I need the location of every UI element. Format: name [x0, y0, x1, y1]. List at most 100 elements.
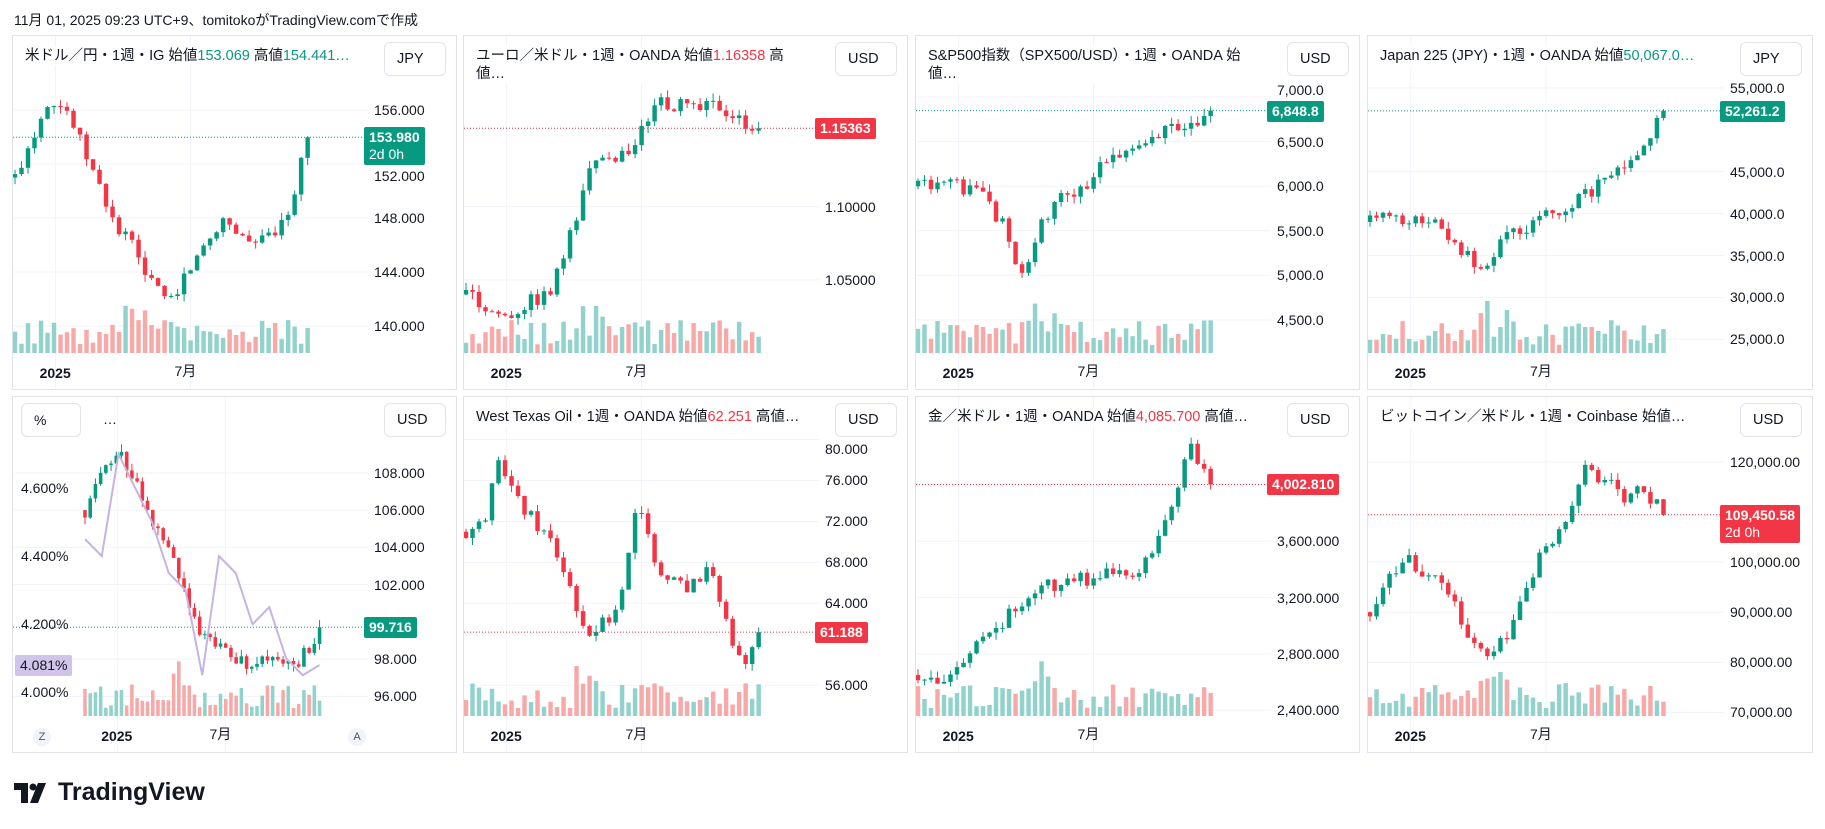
- symbol-legend[interactable]: Japan 225 (JPY)・1週・OANDA 始値50,067.0…: [1378, 46, 1697, 66]
- volume-bar: [587, 335, 592, 353]
- volume-bar: [25, 323, 31, 353]
- candle-body: [51, 106, 57, 108]
- price-chart[interactable]: [916, 397, 1360, 753]
- bar-countdown: 2d 0h: [369, 146, 405, 163]
- volume-bar: [123, 305, 128, 353]
- candle-body: [600, 617, 605, 632]
- volume-bar: [155, 328, 161, 353]
- time-axis-label: 7月: [625, 363, 648, 379]
- chart-panel-wti[interactable]: 61.188 80.000 76.000 72.000 68.000 64.000 56.0…: [463, 396, 908, 753]
- currency-button[interactable]: USD: [835, 403, 897, 437]
- volume-bar: [260, 695, 265, 716]
- legend-text: 高値…: [1200, 409, 1248, 425]
- chart-panel-spx500[interactable]: 6,848.8 7,000.0 6,500.0 6,000.0 5,500.0 5,000…: [915, 35, 1360, 390]
- candle-body: [145, 500, 150, 510]
- volume-bar: [1517, 339, 1523, 353]
- candle-body: [129, 231, 135, 240]
- legend-text: ビットコイン／米ドル・1週・Coinbase 始値…: [1380, 409, 1686, 425]
- price-chart[interactable]: [464, 397, 908, 753]
- candle-body: [155, 278, 161, 286]
- volume-bar: [1208, 693, 1213, 716]
- tradingview-logo[interactable]: TradingView: [14, 778, 205, 807]
- price-axis-tick: 106.000: [374, 502, 425, 519]
- currency-button[interactable]: USD: [835, 42, 897, 76]
- volume-bar: [561, 696, 566, 716]
- percent-scale-button[interactable]: %: [21, 403, 81, 437]
- candle-body: [619, 589, 625, 610]
- volume-bar: [1524, 337, 1529, 353]
- symbol-legend[interactable]: S&P500指数（SPX500/USD）・1週・OANDA 始値…: [926, 46, 1261, 84]
- volume-bar: [1136, 706, 1142, 716]
- auto-scale-button[interactable]: A: [348, 728, 366, 746]
- volume-bar: [1039, 321, 1044, 353]
- candle-body: [652, 105, 657, 122]
- volume-bar: [90, 342, 96, 353]
- legend-text: 高値…: [751, 409, 800, 425]
- currency-button[interactable]: JPY: [1740, 42, 1802, 76]
- chart-panel-gold[interactable]: 4,002.810 3,600.000 3,200.000 2,800.000 2,40…: [915, 396, 1360, 753]
- candle-body: [1393, 215, 1399, 217]
- zoom-reset-button[interactable]: Z: [33, 728, 51, 746]
- candle-body: [19, 167, 24, 175]
- time-axis-label: 2025: [1394, 365, 1426, 381]
- currency-button[interactable]: USD: [1287, 42, 1349, 76]
- volume-bar: [658, 329, 664, 353]
- candle-body: [980, 187, 986, 192]
- candle-body: [483, 520, 488, 522]
- chart-panel-eurusd[interactable]: 1.15363 1.10000 1.05000 2025 7月 ユーロ／米ドル・1週・OA…: [463, 35, 908, 390]
- volume-bar: [1478, 313, 1484, 353]
- volume-bar: [652, 683, 657, 716]
- candle-body: [1615, 167, 1621, 176]
- volume-bar: [1465, 340, 1471, 353]
- candle-body: [470, 528, 475, 538]
- price-chart[interactable]: [13, 397, 457, 753]
- symbol-legend[interactable]: ユーロ／米ドル・1週・OANDA 始値1.16358 高値…: [474, 46, 809, 84]
- candle-body: [1511, 619, 1516, 640]
- symbol-legend[interactable]: ビットコイン／米ドル・1週・Coinbase 始値…: [1378, 407, 1688, 427]
- volume-bar: [58, 334, 63, 353]
- more-button[interactable]: …: [103, 411, 117, 427]
- candle-body: [476, 291, 482, 308]
- price-axis-tick: 5,500.0: [1277, 222, 1324, 239]
- price-chart[interactable]: [1368, 397, 1813, 753]
- candle-body: [71, 110, 76, 128]
- volume-bar: [1556, 344, 1562, 353]
- volume-bar: [255, 705, 259, 716]
- volume-bar: [528, 702, 534, 716]
- volume-bar: [684, 701, 690, 716]
- candle-body: [1465, 251, 1471, 255]
- chart-panel-bond[interactable]: 4.081% 4.600% 4.400% 4.200% 4.000% 99.716 108.…: [12, 396, 457, 753]
- volume-bar: [291, 707, 296, 716]
- price-chart[interactable]: [916, 36, 1360, 390]
- price-axis-tick: 90,000.00: [1730, 604, 1793, 621]
- volume-bar: [567, 707, 573, 716]
- price-chart[interactable]: [13, 36, 457, 390]
- symbol-legend[interactable]: 米ドル／円・1週・IG 始値153.069 高値154.441…: [23, 46, 352, 66]
- volume-bar: [1582, 703, 1588, 716]
- candle-body: [1452, 239, 1458, 243]
- chart-panel-jp225[interactable]: 52,261.2 55,000.0 45,000.0 40,000.0 35,000.0…: [1367, 35, 1813, 390]
- currency-button[interactable]: USD: [1287, 403, 1349, 437]
- volume-bar: [188, 340, 193, 353]
- volume-bar: [935, 320, 940, 353]
- price-chart[interactable]: [464, 36, 908, 390]
- volume-bar: [1498, 672, 1503, 716]
- currency-button[interactable]: USD: [384, 403, 446, 437]
- volume-bar: [114, 690, 119, 716]
- price-axis-tick: 3,600.000: [1277, 533, 1340, 550]
- volume-bar: [1026, 688, 1031, 716]
- chart-panel-usdjpy[interactable]: 153.980 2d 0h 156.000 152.000 148.000 144.000…: [12, 35, 457, 390]
- candle-body: [1472, 637, 1477, 643]
- symbol-legend[interactable]: West Texas Oil・1週・OANDA 始値62.251 高値…: [474, 407, 802, 427]
- volume-bar: [606, 326, 612, 353]
- chart-panel-btc[interactable]: 109,450.58 2d 0h 120,000.00 100,000.00 90,00…: [1367, 396, 1813, 753]
- candle-body: [1130, 148, 1135, 151]
- volume-bar: [239, 688, 244, 716]
- candle-body: [980, 636, 986, 642]
- currency-button[interactable]: JPY: [384, 42, 446, 76]
- candle-body: [1019, 264, 1025, 273]
- price-chart[interactable]: [1368, 36, 1813, 390]
- symbol-legend[interactable]: 金／米ドル・1週・OANDA 始値4,085.700 高値…: [926, 407, 1250, 427]
- candle-body: [671, 577, 677, 580]
- currency-button[interactable]: USD: [1740, 403, 1802, 437]
